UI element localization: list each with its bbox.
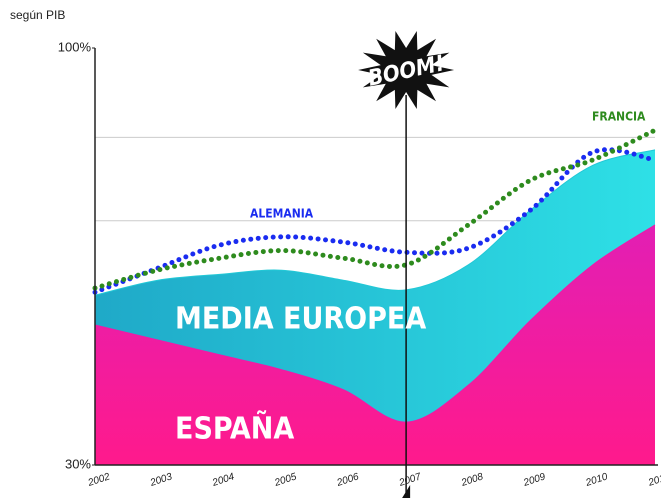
x-tick-label: 2005 — [272, 471, 298, 489]
series-label: MEDIA EUROPEA — [175, 302, 426, 337]
x-tick-label: 2004 — [210, 471, 236, 489]
area — [95, 224, 655, 465]
y-tick-label: 30% — [65, 456, 91, 471]
series-label: ESPAÑA — [175, 410, 294, 447]
boom-burst — [358, 31, 455, 109]
x-tick-label: 2003 — [148, 471, 174, 489]
area-edge — [94, 224, 656, 423]
x-tick-label: 2009 — [521, 471, 547, 489]
annotation-pointer — [402, 485, 411, 498]
dotted-line — [92, 147, 658, 295]
x-tick-label: 2010 — [584, 471, 610, 489]
area-edge — [94, 149, 656, 296]
series-label: ALEMANIA — [250, 207, 314, 221]
series-label: FRANCIA — [592, 110, 646, 124]
x-tick-label: 2006 — [335, 471, 361, 489]
y-tick-label: 100% — [58, 39, 92, 54]
y-axis-label: según PIB — [10, 8, 65, 22]
dotted-line — [92, 127, 658, 291]
x-tick-label: 2008 — [459, 471, 485, 489]
x-tick-label: 2002 — [86, 471, 112, 489]
x-tick-label: 2011 — [646, 472, 661, 489]
